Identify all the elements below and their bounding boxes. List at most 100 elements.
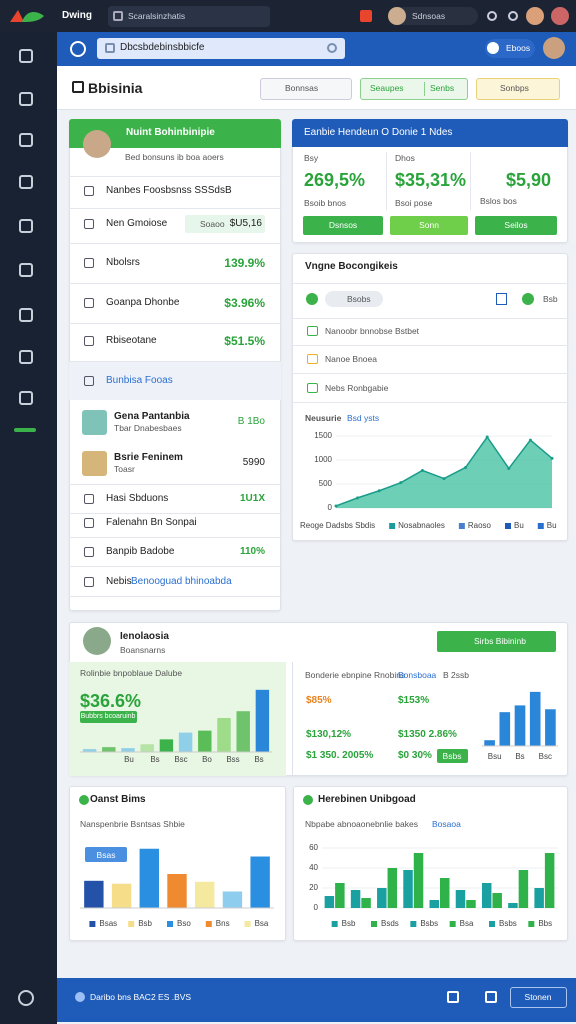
header-search[interactable] xyxy=(97,38,345,59)
nav-icon[interactable] xyxy=(14,428,36,432)
avatar xyxy=(526,7,544,25)
bar xyxy=(178,732,193,752)
filter[interactable] xyxy=(260,78,352,100)
button-text: Seaupes xyxy=(370,83,404,93)
divider xyxy=(69,283,281,284)
top-search[interactable] xyxy=(108,6,270,27)
figure: $0 30% xyxy=(398,750,432,761)
profile-subtitle: Boansnarns xyxy=(120,645,166,655)
divider xyxy=(69,513,281,514)
stat-note: Bslos bos xyxy=(480,196,517,206)
nav-icon[interactable] xyxy=(19,308,33,322)
chart: 0 20 40 60 Bsb Bsds Bsbs Bsa Bsbs Bbs xyxy=(309,843,558,928)
divider xyxy=(69,537,281,538)
bar xyxy=(159,739,174,752)
button[interactable] xyxy=(303,216,383,235)
y-tick-label: 40 xyxy=(309,863,318,872)
divider xyxy=(69,361,281,362)
footer-button[interactable] xyxy=(510,987,567,1008)
legend-swatch xyxy=(128,921,135,927)
y-tick-label: 20 xyxy=(309,883,318,892)
icon[interactable] xyxy=(496,293,507,305)
divider xyxy=(470,152,471,210)
icon[interactable] xyxy=(447,991,459,1003)
row-value: 139.9% xyxy=(224,256,265,270)
icon[interactable] xyxy=(508,11,518,21)
x-label: Bns xyxy=(216,919,230,928)
x-label: Bsbs xyxy=(420,919,438,928)
row-label: Rbiseotane xyxy=(106,335,157,346)
point xyxy=(507,466,511,470)
y-tick-label: 0 xyxy=(314,903,319,912)
nav-icon[interactable] xyxy=(19,219,33,233)
button[interactable] xyxy=(437,631,556,652)
nav-icon[interactable] xyxy=(18,990,34,1006)
nav-icon[interactable] xyxy=(19,350,33,364)
x-label: Bsbs xyxy=(499,919,517,928)
avatar xyxy=(551,7,569,25)
row-icon xyxy=(84,258,94,268)
row-label: Goanpa Dhonbe xyxy=(106,297,180,308)
bar xyxy=(545,709,556,746)
bar xyxy=(377,888,387,908)
icon[interactable] xyxy=(487,11,497,21)
y-tick-label: 60 xyxy=(309,843,318,852)
divider xyxy=(69,243,281,244)
nav-icon[interactable] xyxy=(19,49,33,63)
user-chip[interactable] xyxy=(388,7,478,25)
divider xyxy=(69,484,281,485)
icon[interactable] xyxy=(485,991,497,1003)
green-button[interactable] xyxy=(360,78,468,100)
row-label: Nanoobr bnnobse Bstbet xyxy=(325,326,420,336)
check-icon xyxy=(306,293,318,305)
bar xyxy=(195,881,215,908)
card-header xyxy=(292,119,568,147)
app-name: Dwing xyxy=(62,10,92,21)
row-icon xyxy=(84,494,94,504)
row-label: Nanoe Bnoea xyxy=(325,354,377,364)
bar xyxy=(544,853,555,908)
badge xyxy=(85,847,127,862)
nav-icon[interactable] xyxy=(19,391,33,405)
bar xyxy=(350,890,361,908)
filter-pill[interactable] xyxy=(325,291,383,307)
y-tick-label: 0 xyxy=(328,503,333,512)
nav-icon[interactable] xyxy=(19,175,33,189)
item-value: 110% xyxy=(239,546,265,557)
legend-swatch xyxy=(205,921,212,927)
sub-title: Bonderie ebnpine Rnobins xyxy=(305,670,406,680)
chip-text: Bsbs xyxy=(442,751,462,761)
legend-swatch xyxy=(489,921,495,927)
row-icon xyxy=(84,376,94,386)
bar xyxy=(413,853,424,908)
person-sub: Toasr xyxy=(114,464,135,474)
search-text: Dbcsbdebinsbbicfe xyxy=(120,42,205,53)
stat-value: $5,90 xyxy=(505,170,551,190)
back-icon[interactable] xyxy=(70,41,86,57)
icon xyxy=(75,992,85,1002)
icon[interactable] xyxy=(360,10,372,22)
x-label: Bso xyxy=(177,919,191,928)
tag-text: Soaoo xyxy=(200,219,225,229)
bar xyxy=(198,730,212,752)
yellow-button[interactable] xyxy=(476,78,560,100)
button[interactable] xyxy=(390,216,468,235)
x-label: Bsds xyxy=(381,919,399,928)
nav-icon[interactable] xyxy=(19,133,33,147)
button-text: Stonen xyxy=(524,992,552,1002)
legend-swatch xyxy=(371,921,377,927)
chart: Bu Bs Bsc Bo Bss Bs xyxy=(80,689,272,764)
divider xyxy=(69,208,281,209)
button[interactable] xyxy=(475,216,557,235)
bar xyxy=(84,880,104,908)
card-title: Vngne Bocongikeis xyxy=(305,261,398,272)
point xyxy=(485,435,489,439)
nav-icon[interactable] xyxy=(19,92,33,106)
footer-text: Daribo bns BAC2 ES .BVS xyxy=(90,992,192,1002)
nav-icon[interactable] xyxy=(19,263,33,277)
person-name: Gena Pantanbia xyxy=(114,411,190,422)
bar xyxy=(484,740,495,746)
card-title: Oanst Bims xyxy=(90,794,146,805)
bar xyxy=(429,900,439,908)
